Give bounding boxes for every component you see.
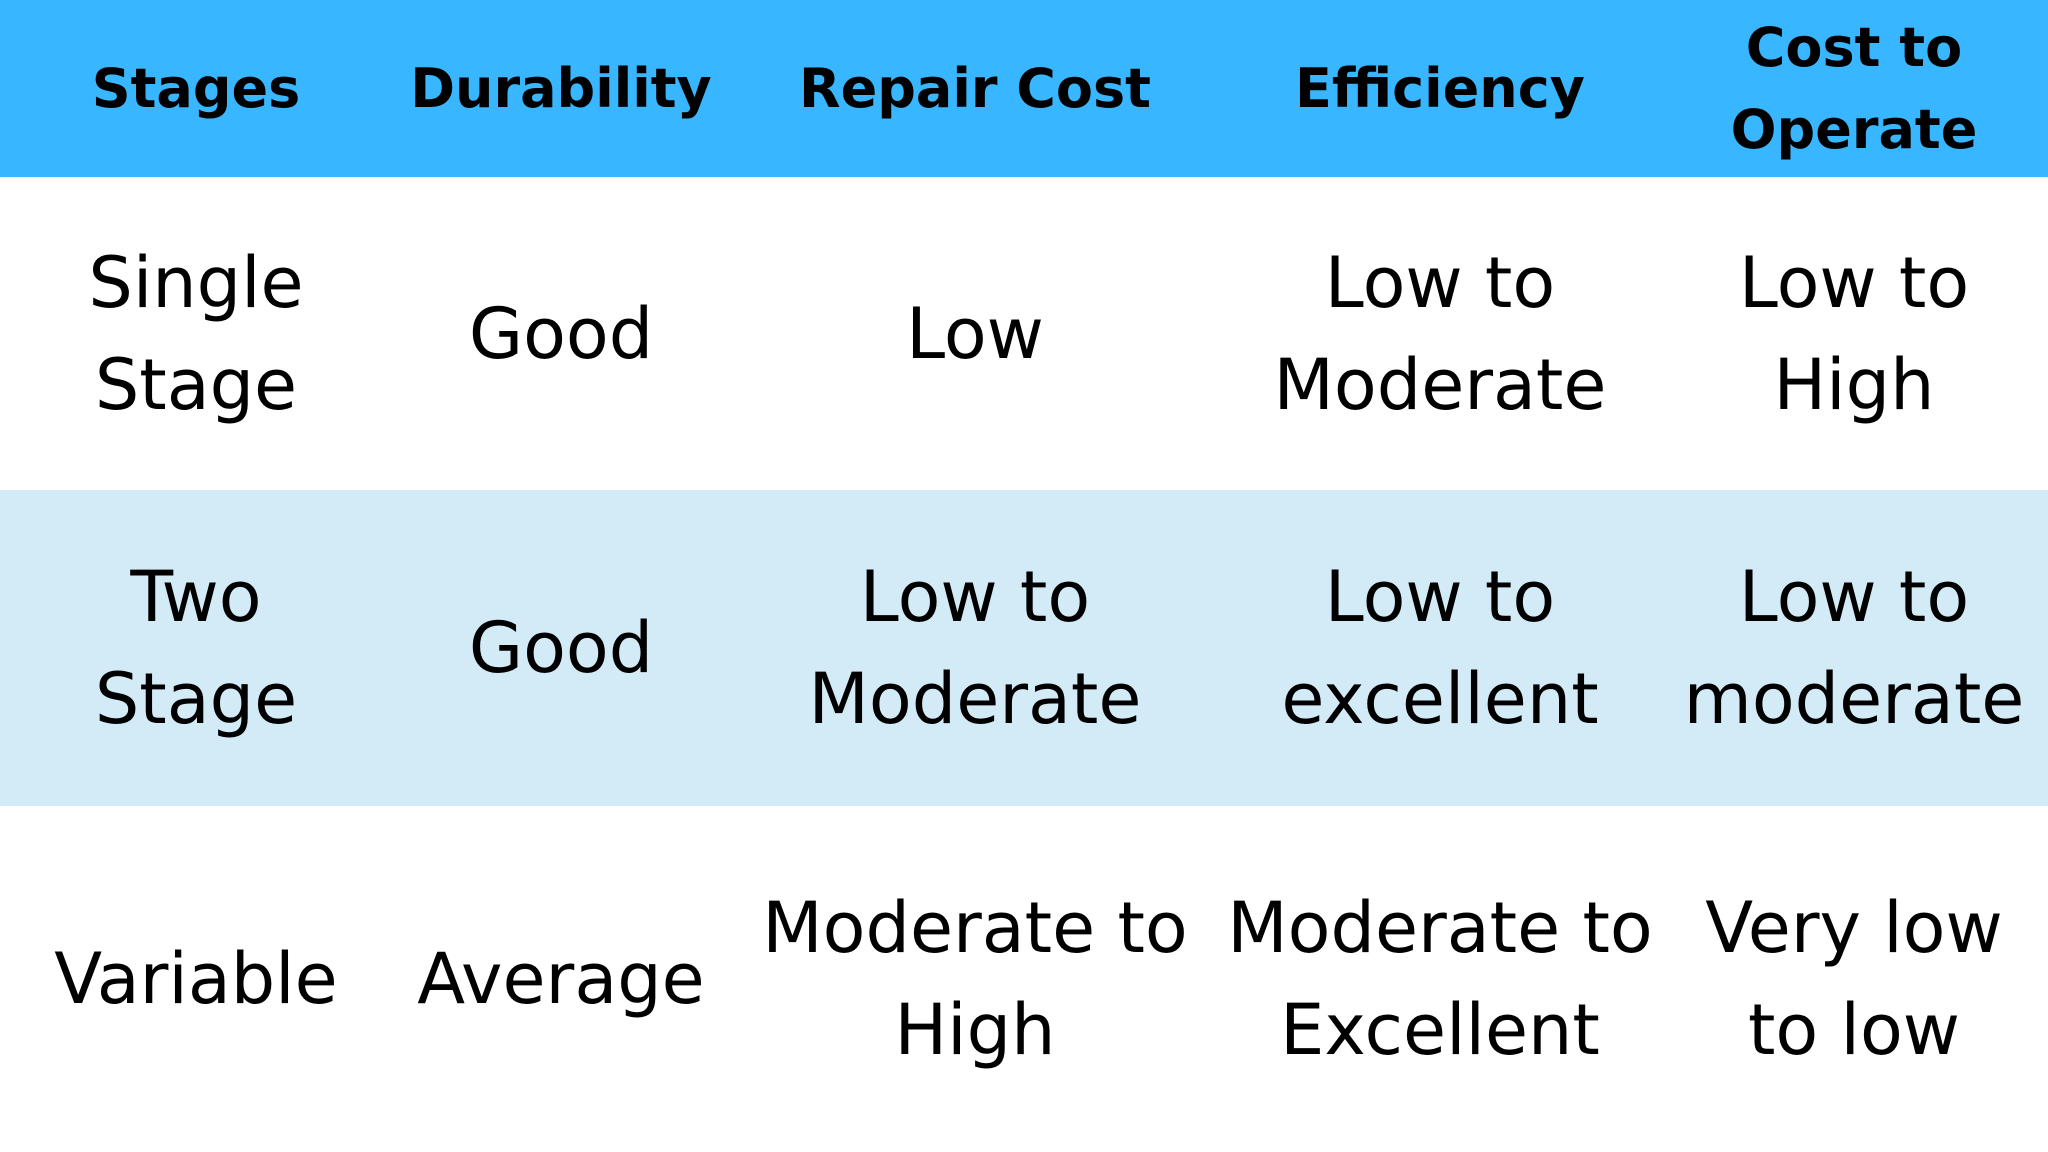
cell-repair-cost: Low to Moderate [808, 556, 1142, 740]
table-row: Variable Average Moderate to High Modera… [0, 806, 2048, 1152]
header-durability: Durability [410, 56, 712, 120]
header-cost-to-operate: Cost to Operate [1730, 15, 1978, 161]
cell-durability: Good [468, 292, 654, 375]
cell-efficiency: Moderate to Excellent [1227, 887, 1653, 1071]
cell-repair-cost: Moderate to High [762, 887, 1188, 1071]
cell-stages: Single Stage [88, 241, 304, 426]
table-header: Stages Durability Repair Cost Efficiency… [0, 0, 2048, 177]
cell-stages: Variable [54, 938, 338, 1020]
cell-cost-to-operate: Low to moderate [1683, 556, 2025, 740]
cell-durability: Good [468, 607, 654, 689]
cell-efficiency: Low to excellent [1281, 556, 1599, 740]
table-row: Single Stage Good Low Low to Moderate Lo… [0, 177, 2048, 490]
header-stages: Stages [91, 56, 301, 120]
table-row: Two Stage Good Low to Moderate Low to ex… [0, 490, 2048, 806]
header-efficiency: Efficiency [1295, 56, 1585, 120]
cell-efficiency: Low to Moderate [1273, 241, 1607, 426]
cell-durability: Average [417, 938, 705, 1020]
cell-cost-to-operate: Very low to low [1705, 887, 2003, 1071]
cell-repair-cost: Low [906, 292, 1044, 375]
cell-stages: Two Stage [94, 556, 298, 740]
cell-cost-to-operate: Low to High [1738, 241, 1970, 426]
header-repair-cost: Repair Cost [799, 56, 1151, 120]
